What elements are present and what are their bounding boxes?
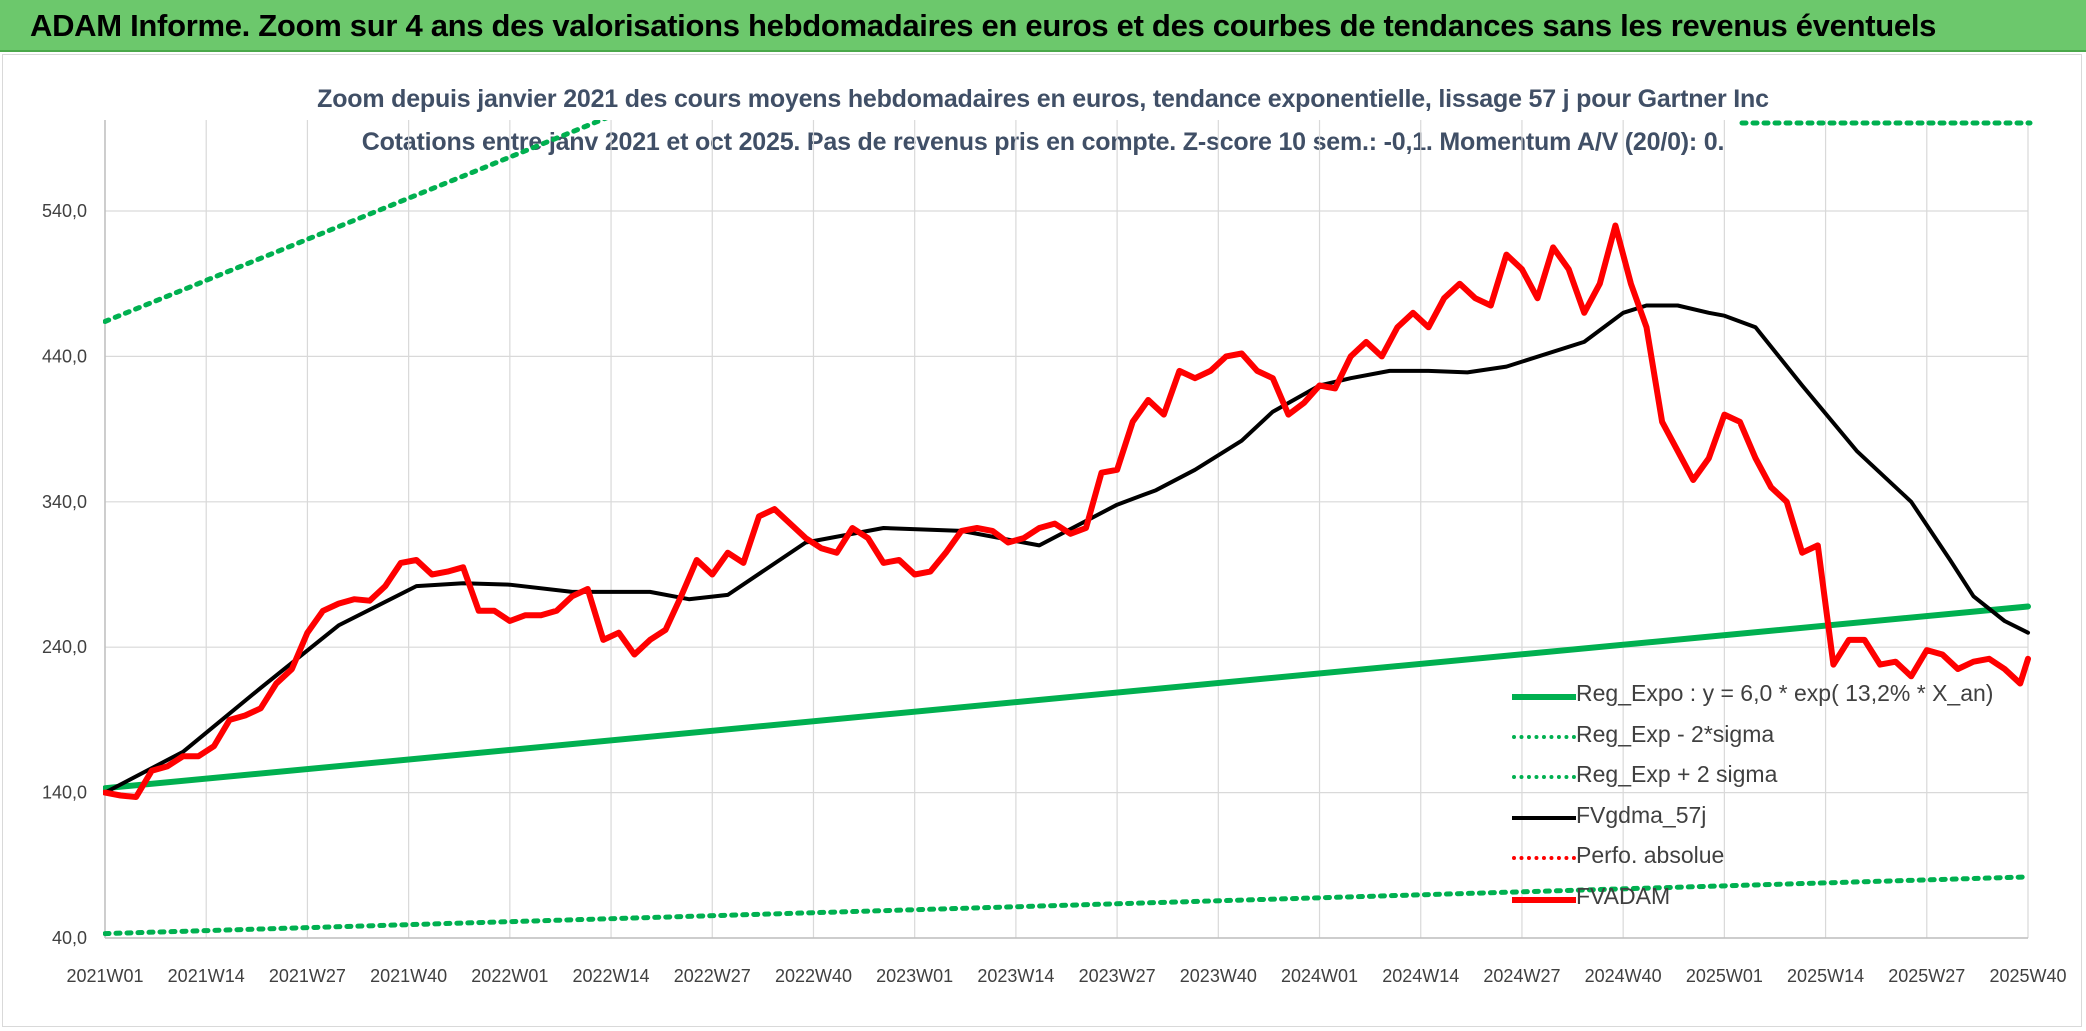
y-tick-label: 140,0 bbox=[42, 783, 87, 803]
x-tick-label: 2021W27 bbox=[269, 966, 346, 986]
report-title: ADAM Informe. Zoom sur 4 ans des valoris… bbox=[30, 8, 1937, 43]
x-tick-label: 2025W01 bbox=[1686, 966, 1763, 986]
chart-frame bbox=[2, 54, 2082, 1027]
series-line-5 bbox=[103, 222, 2031, 800]
y-tick-label: 540,0 bbox=[42, 201, 87, 221]
legend-swatch bbox=[1512, 856, 1576, 860]
legend-item: FVADAM bbox=[1508, 879, 2008, 920]
chart-legend: Reg_Expo : y = 6,0 * exp( 13,2% * X_an) R… bbox=[1508, 676, 2008, 919]
x-tick-label: 2022W27 bbox=[674, 966, 751, 986]
x-tick-label: 2022W40 bbox=[775, 966, 852, 986]
legend-item: Perfo. absolue bbox=[1508, 838, 2008, 879]
x-tick-label: 2022W01 bbox=[471, 966, 548, 986]
legend-label: Reg_Exp + 2 sigma bbox=[1576, 761, 1778, 787]
x-tick-label: 2023W40 bbox=[1180, 966, 1257, 986]
x-tick-label: 2023W01 bbox=[876, 966, 953, 986]
x-tick-label: 2024W14 bbox=[1382, 966, 1459, 986]
x-tick-label: 2021W01 bbox=[66, 966, 143, 986]
x-tick-label: 2024W40 bbox=[1585, 966, 1662, 986]
x-tick-label: 2022W14 bbox=[573, 966, 650, 986]
legend-label: Perfo. absolue bbox=[1576, 842, 1725, 868]
legend-label: FVADAM bbox=[1576, 882, 1671, 909]
x-tick-label: 2025W40 bbox=[1989, 966, 2066, 986]
x-tick-label: 2024W01 bbox=[1281, 966, 1358, 986]
y-tick-label: 340,0 bbox=[42, 492, 87, 512]
x-tick-label: 2021W40 bbox=[370, 966, 447, 986]
legend-swatch bbox=[1512, 775, 1576, 779]
legend-swatch bbox=[1512, 734, 1576, 739]
x-tick-label: 2025W27 bbox=[1888, 966, 1965, 986]
y-tick-label: 240,0 bbox=[42, 637, 87, 657]
chart-subtitle: Cotations entre janv 2021 et oct 2025. P… bbox=[361, 128, 1725, 156]
y-tick-label: 40,0 bbox=[52, 928, 87, 948]
series-line-1 bbox=[103, 874, 2031, 937]
legend-label: Reg_Exp - 2*sigma bbox=[1576, 720, 1775, 747]
x-tick-label: 2023W14 bbox=[977, 966, 1054, 986]
x-tick-label: 2025W14 bbox=[1787, 966, 1864, 986]
series-line-0 bbox=[103, 603, 2031, 792]
legend-item: Reg_Exp - 2*sigma bbox=[1508, 717, 2008, 758]
legend-item: FVgdma_57j bbox=[1508, 798, 2008, 839]
x-tick-label: 2021W14 bbox=[168, 966, 245, 986]
legend-label: Reg_Expo : y = 6,0 * exp( 13,2% * X_an) bbox=[1576, 680, 1994, 706]
legend-swatch bbox=[1512, 694, 1576, 700]
series-line-3 bbox=[103, 303, 2030, 795]
y-tick-label: 440,0 bbox=[42, 346, 87, 366]
chart-title: Zoom depuis janvier 2021 des cours moyen… bbox=[317, 85, 1769, 113]
legend-item: Reg_Exp + 2 sigma bbox=[1508, 757, 2008, 798]
legend-swatch bbox=[1512, 896, 1576, 903]
legend-item: Reg_Expo : y = 6,0 * exp( 13,2% * X_an) bbox=[1508, 676, 2008, 717]
x-tick-label: 2023W27 bbox=[1079, 966, 1156, 986]
legend-label: FVgdma_57j bbox=[1576, 801, 1707, 828]
x-tick-label: 2024W27 bbox=[1483, 966, 1560, 986]
legend-swatch bbox=[1512, 815, 1576, 820]
series-line-2 bbox=[103, 120, 608, 324]
report-title-banner: ADAM Informe. Zoom sur 4 ans des valoris… bbox=[0, 0, 2086, 52]
